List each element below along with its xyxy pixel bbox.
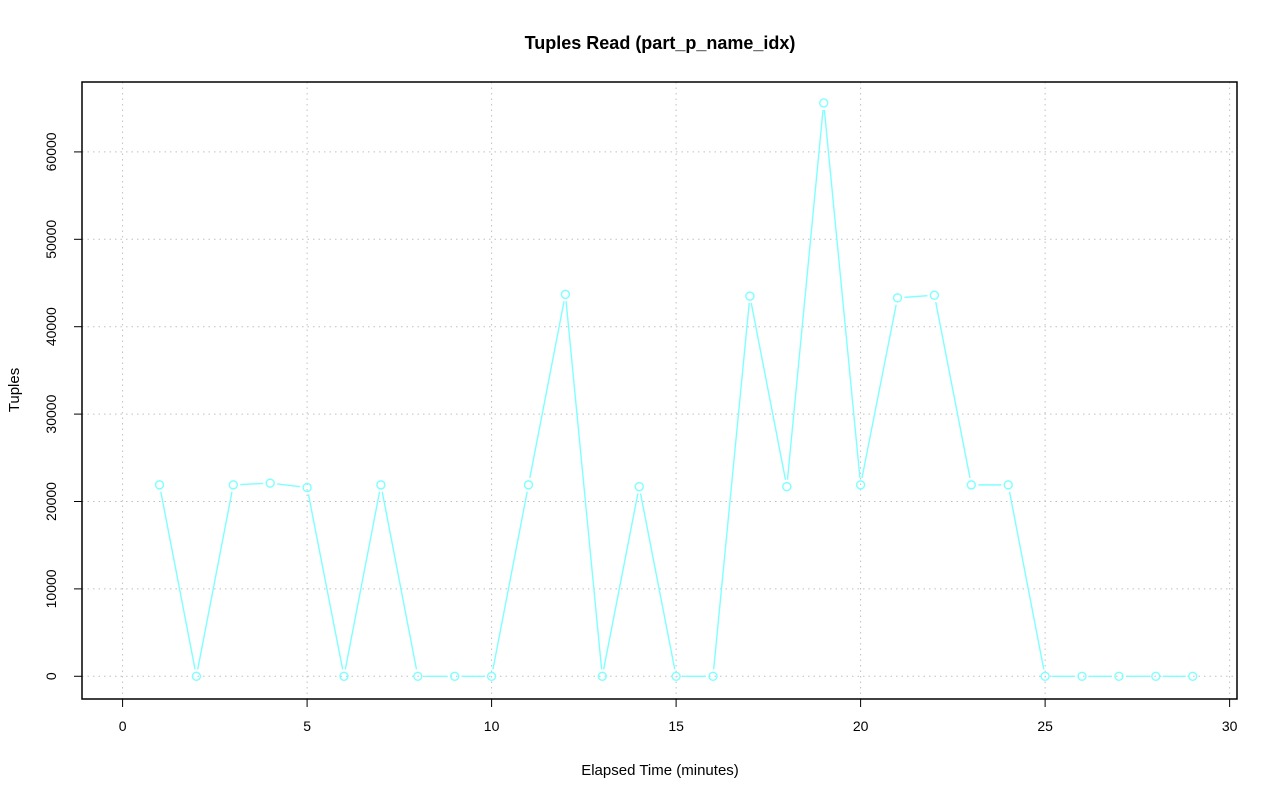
- data-point: [855, 480, 866, 490]
- data-point: [782, 481, 792, 492]
- chart-title: Tuples Read (part_p_name_idx): [525, 33, 796, 53]
- data-point: [634, 481, 644, 492]
- series-line-segment: [381, 491, 418, 670]
- plot-frame: [81, 81, 1238, 700]
- data-point: [560, 289, 571, 300]
- y-tick-label: 60000: [43, 132, 59, 171]
- series-group: [154, 98, 1198, 681]
- y-tick-label: 20000: [43, 482, 59, 521]
- data-point: [892, 293, 903, 303]
- y-tick-label: 40000: [43, 307, 59, 346]
- series-line-segment: [307, 494, 344, 670]
- series-line-segment: [935, 301, 971, 479]
- data-point: [1151, 671, 1161, 681]
- series-line-segment: [529, 301, 565, 479]
- data-point: [413, 671, 423, 681]
- x-tick-label: 5: [303, 718, 311, 734]
- series-line-segment: [712, 303, 750, 670]
- x-axis-label: Elapsed Time (minutes): [581, 762, 739, 779]
- x-tick-label: 15: [668, 718, 684, 734]
- series-line-segment: [861, 304, 897, 479]
- series-line-segment: [565, 301, 603, 670]
- series-line-segment: [492, 491, 528, 670]
- series-line-segment: [750, 302, 787, 480]
- data-point: [302, 482, 312, 493]
- x-tick-label: 20: [853, 718, 869, 734]
- series-line-segment: [197, 491, 233, 670]
- data-point: [523, 480, 534, 490]
- x-tick-label: 10: [484, 718, 500, 734]
- series-line-segment: [1008, 491, 1045, 670]
- y-axis: 0 10000 20000 30000 40000 50000 60000: [43, 132, 83, 680]
- series-line-segment: [823, 109, 861, 478]
- data-point: [1114, 671, 1124, 681]
- data-point: [154, 480, 165, 490]
- data-point: [708, 671, 718, 681]
- x-tick-label: 25: [1037, 718, 1053, 734]
- y-axis-label: Tuples: [6, 368, 23, 412]
- data-point: [819, 98, 829, 108]
- grid-lines: [82, 82, 1237, 699]
- data-point: [671, 671, 681, 681]
- data-point: [339, 671, 349, 681]
- x-tick-label: 0: [119, 718, 127, 734]
- y-tick-label: 50000: [43, 220, 59, 259]
- series-line-segment: [344, 491, 381, 670]
- data-point: [745, 291, 755, 301]
- data-point: [929, 290, 940, 300]
- series-line-segment: [904, 295, 928, 299]
- y-tick-label: 30000: [43, 394, 59, 433]
- series-line-segment: [277, 483, 301, 488]
- data-point: [486, 671, 497, 681]
- data-point: [265, 478, 275, 488]
- data-point: [191, 671, 202, 681]
- x-tick-label: 30: [1222, 718, 1238, 734]
- x-axis: 0 5 10 15 20 25 30: [119, 698, 1238, 734]
- series-line-segment: [602, 493, 639, 670]
- data-point: [449, 671, 460, 681]
- data-point: [597, 671, 608, 681]
- data-point: [1040, 671, 1050, 681]
- data-point: [1188, 671, 1198, 681]
- y-tick-label: 10000: [43, 569, 59, 608]
- series-line-segment: [240, 482, 264, 486]
- series-line-segment: [786, 109, 824, 480]
- data-point: [1003, 480, 1013, 490]
- data-point: [1077, 671, 1087, 681]
- series-line-segment: [160, 491, 196, 670]
- data-point: [228, 480, 238, 490]
- y-tick-label: 0: [43, 672, 59, 680]
- series-line-segment: [639, 493, 676, 670]
- data-point: [376, 480, 386, 490]
- data-point: [966, 480, 977, 490]
